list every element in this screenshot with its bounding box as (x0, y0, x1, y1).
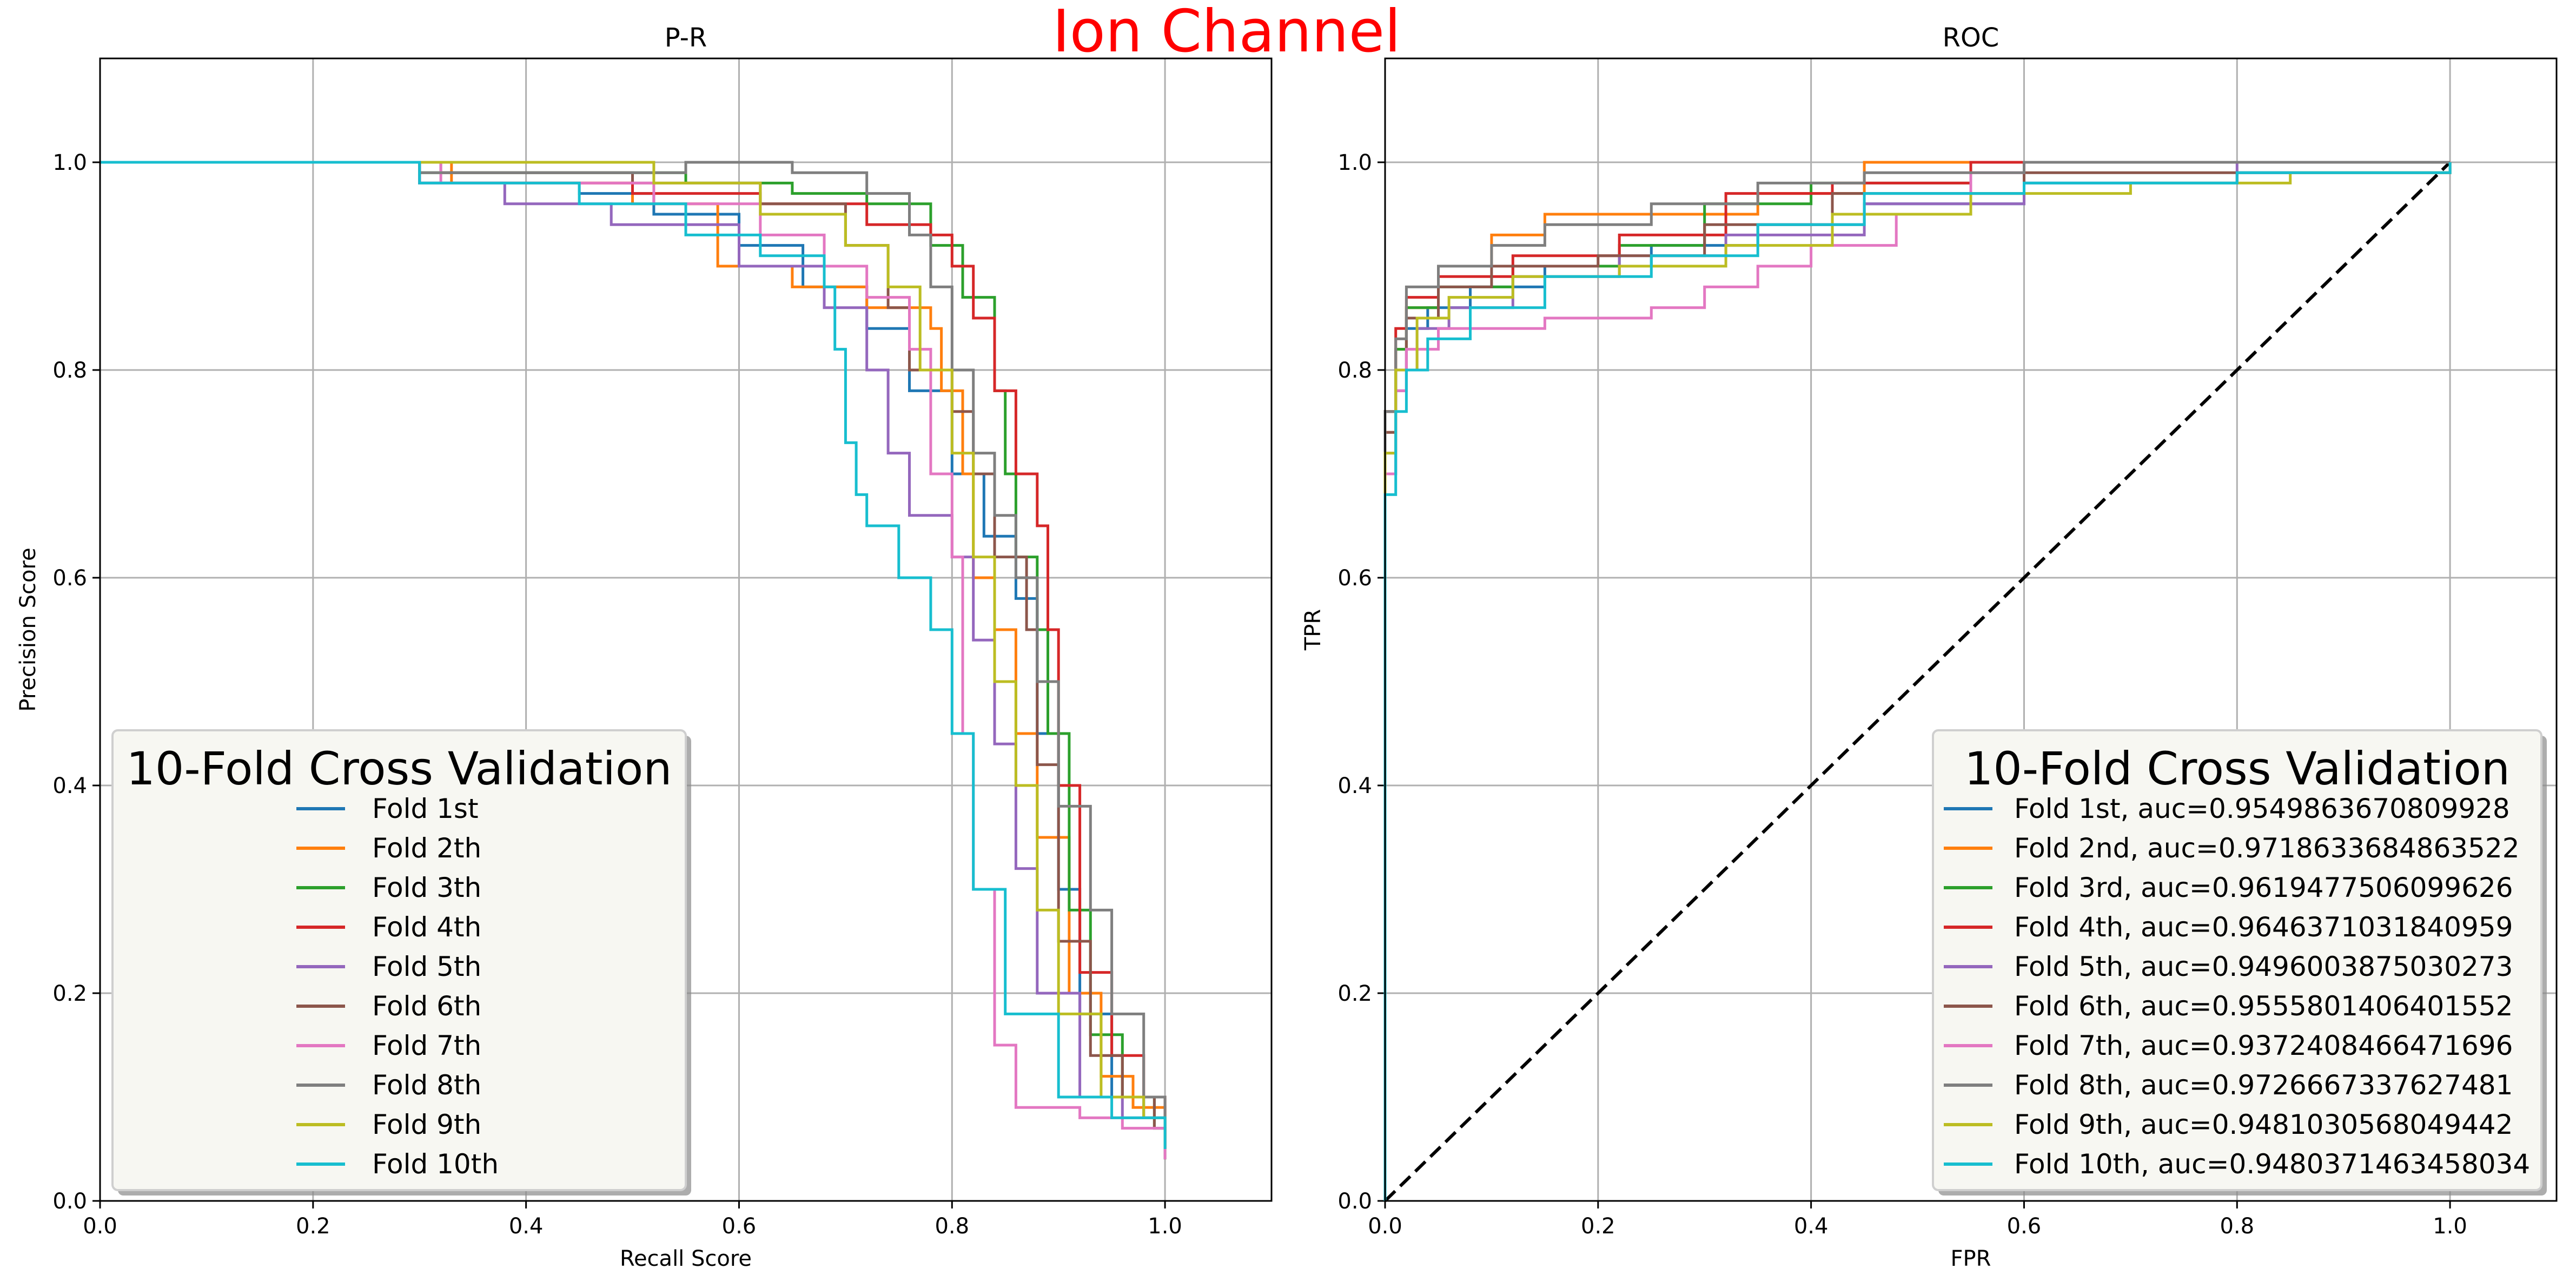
roc-y-tick-label: 0.8 (1337, 358, 1372, 383)
roc-legend-entry: Fold 10th, auc=0.9480371463458034 (2014, 1148, 2530, 1180)
roc-legend-entry: Fold 2nd, auc=0.9718633684863522 (2014, 833, 2520, 864)
roc-chart: 0.0 0.2 0.4 0.6 0.8 1.0 0.0 0.2 0.4 0.6 0.8 1.0 ROC F… (1301, 23, 2558, 1271)
pr-y-tick-label: 1.0 (52, 150, 87, 175)
pr-series-line (100, 161, 1167, 1149)
pr-legend-entry: Fold 8th (372, 1069, 481, 1101)
roc-y-axis-label: TPR (1301, 609, 1326, 651)
roc-legend-box (1932, 729, 2542, 1191)
roc-chart-title: ROC (1943, 23, 1999, 53)
pr-axes-frame (99, 57, 1273, 1202)
roc-y-tick-label: 1.0 (1337, 150, 1372, 175)
roc-axes-frame (1384, 57, 2558, 1202)
roc-y-tick-label: 0.2 (1337, 981, 1372, 1006)
pr-legend-entry: Fold 6th (372, 990, 481, 1022)
roc-x-axis-label: FPR (1951, 1246, 1991, 1271)
pr-legend-entry: Fold 4th (372, 911, 481, 943)
pr-x-tick-label: 0.0 (83, 1214, 117, 1239)
roc-legend-entry: Fold 7th, auc=0.9372408466471696 (2014, 1030, 2513, 1061)
pr-legend-entry: Fold 1st (372, 793, 479, 824)
pr-legend-entry: Fold 5th (372, 951, 481, 982)
pr-x-tick-label: 1.0 (1148, 1214, 1182, 1239)
roc-y-tick-label: 0.0 (1337, 1189, 1372, 1214)
roc-y-tick-label: 0.4 (1337, 774, 1372, 798)
roc-x-tick-label: 0.8 (2220, 1214, 2254, 1239)
pr-x-tick-label: 0.6 (722, 1214, 757, 1239)
roc-legend-entry: Fold 6th, auc=0.9555801406401552 (2014, 990, 2513, 1022)
roc-y-tick-label: 0.6 (1337, 566, 1372, 591)
pr-y-tick-label: 0.8 (52, 358, 87, 383)
pr-y-tick-label: 0.6 (52, 566, 87, 591)
pr-legend-entry: Fold 2th (372, 833, 481, 864)
roc-x-tick-label: 0.6 (2007, 1214, 2042, 1239)
roc-legend-entry: Fold 1st, auc=0.9549863670809928 (2014, 793, 2510, 824)
pr-y-axis-label: Precision Score (16, 547, 41, 711)
roc-legend-title: 10-Fold Cross Validation (1964, 742, 2510, 795)
pr-legend-entry: Fold 9th (372, 1109, 481, 1140)
pr-legend-box (111, 729, 687, 1191)
pr-x-tick-label: 0.8 (935, 1214, 969, 1239)
roc-legend-entry: Fold 3rd, auc=0.9619477506099626 (2014, 872, 2513, 903)
roc-legend-entry: Fold 8th, auc=0.9726667337627481 (2014, 1069, 2513, 1101)
pr-series-line (100, 161, 1167, 1149)
pr-series-line (100, 161, 1167, 1149)
roc-diagonal-reference-line (1383, 161, 2452, 1203)
roc-x-tick-label: 0.4 (1794, 1214, 1829, 1239)
roc-x-tick-label: 0.0 (1368, 1214, 1402, 1239)
pr-legend-entry: Fold 3th (372, 872, 481, 903)
pr-y-tick-label: 0.0 (52, 1189, 87, 1214)
roc-legend-entry: Fold 5th, auc=0.9496003875030273 (2014, 951, 2513, 982)
roc-x-tick-label: 1.0 (2433, 1214, 2467, 1239)
pr-legend-entry: Fold 10th (372, 1148, 499, 1180)
pr-x-axis-label: Recall Score (620, 1246, 752, 1271)
pr-legend-entry: Fold 7th (372, 1030, 481, 1061)
figure-suptitle: Ion Channel (1052, 0, 1401, 65)
roc-x-tick-label: 0.2 (1581, 1214, 1615, 1239)
pr-x-tick-label: 0.4 (509, 1214, 544, 1239)
pr-x-tick-label: 0.2 (296, 1214, 330, 1239)
roc-series-line (1383, 161, 2451, 1201)
pr-chart-title: P-R (665, 23, 707, 53)
roc-series-line (1383, 162, 2452, 1201)
pr-y-tick-label: 0.4 (52, 774, 87, 798)
roc-legend-entry: Fold 9th, auc=0.9481030568049442 (2014, 1109, 2513, 1140)
pr-y-tick-label: 0.2 (52, 981, 87, 1006)
pr-chart: 0.0 0.2 0.4 0.6 0.8 1.0 0.0 0.2 0.4 0.6 0.8 1.0 P-R R… (16, 23, 1273, 1271)
pr-legend-title: 10-Fold Cross Validation (126, 742, 672, 795)
roc-legend-entry: Fold 4th, auc=0.9646371031840959 (2014, 911, 2513, 943)
